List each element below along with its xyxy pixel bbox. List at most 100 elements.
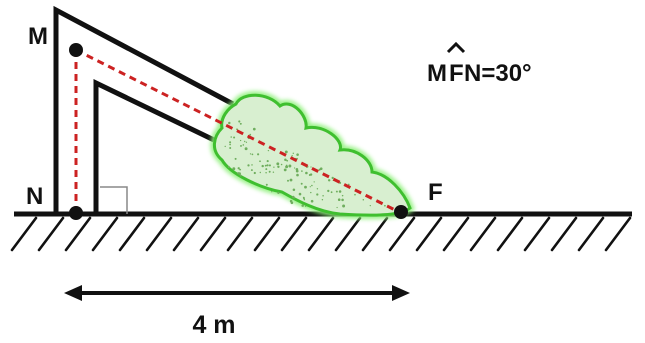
bush-speck [304,205,307,207]
hatch-mark [496,216,524,252]
bush-speck [310,191,312,194]
hatch-mark [199,216,227,252]
angle-annotation: M F N=30° [427,41,532,87]
bush-speck [244,147,248,151]
hatch-mark [91,216,119,252]
angle-suffix: N=30° [464,60,532,87]
bush-speck [253,171,256,175]
bush-speck [347,183,350,186]
bush-speck [313,181,315,183]
bush-speck [384,204,386,207]
bush-speck [283,168,287,172]
bush-speck [259,160,261,163]
label-f: F [428,179,443,206]
hatch-mark [145,216,173,252]
bush-shape [213,93,412,217]
bush-speck [276,162,280,166]
hatch-mark [280,216,308,252]
bush-speck [321,198,324,201]
bush-speck [239,139,242,142]
bush-speck [259,171,261,174]
bush-speck [285,165,289,169]
arrow-head-left [64,285,82,301]
bush-speck [300,182,303,185]
hatch-mark [253,216,281,252]
bush-speck [341,194,344,197]
bush-speck [239,174,242,177]
bush-speck [292,152,295,155]
hatch-mark [442,216,470,252]
bush-speck [341,198,344,202]
hatch-mark [10,216,38,252]
bush-speck [289,178,293,182]
hatch-mark [334,216,362,252]
bush-speck [292,195,295,199]
bush-speck [309,186,311,188]
bush-speck [233,136,236,139]
bush-speck [277,191,280,195]
bush-speck [335,190,338,193]
bush-speck [342,204,346,208]
bush-speck [301,204,304,207]
bush-speck [251,164,253,166]
bush-speck [272,171,275,173]
bush-speck [294,167,296,169]
bush-speck [250,169,253,172]
bush-speck [238,172,241,175]
hatch-mark [307,216,335,252]
bush-speck [227,165,230,169]
bush-speck [292,188,296,191]
point-n [69,206,83,220]
bush-speck [265,183,268,186]
bush-speck [319,167,323,171]
slide-inner-edge [93,79,216,214]
bush-speck [369,204,371,207]
hatch-mark [604,216,632,252]
hatch-mark [577,216,605,252]
bush-speck [242,144,245,146]
bush-speck [302,196,305,199]
hatch-mark [226,216,254,252]
hatch-mark [361,216,389,252]
point-f [394,205,408,219]
bush-speck [289,199,293,203]
bush-speck [296,153,299,156]
label-m: M [28,23,48,50]
bush-speck [265,172,267,174]
bush-speck [298,192,302,196]
hatch-mark [550,216,578,252]
bush-speck [268,170,271,173]
bush-speck [266,164,269,167]
distance-arrow [64,285,410,301]
angle-vertex: F [449,60,464,87]
bush-speck [311,184,313,187]
bush-speck [327,189,330,193]
bush-speck [295,169,299,173]
bush-speck [303,199,306,201]
bush-speck [261,164,264,168]
bush-speck [249,153,252,155]
bush-speck [316,188,319,190]
arrow-head-right [392,285,410,301]
slide-outer-edge [53,5,235,214]
hatch-mark [118,216,146,252]
bush-speck [247,164,250,167]
bush-speck [338,190,342,193]
hatch-mark [469,216,497,252]
bush-speck [266,160,269,163]
bush-speck [362,199,365,201]
bush-speck [286,159,289,162]
bush-speck [245,141,248,143]
bush-speck [249,133,252,136]
bush-speck [229,147,232,149]
bush-speck [228,121,231,125]
angle-prefix: M [427,60,447,87]
bush-speck [251,153,254,156]
bush-speck [265,168,268,171]
hatch-mark [64,216,92,252]
bush-speck [305,171,308,175]
bush-speck [273,166,275,168]
bush-speck [327,179,331,182]
